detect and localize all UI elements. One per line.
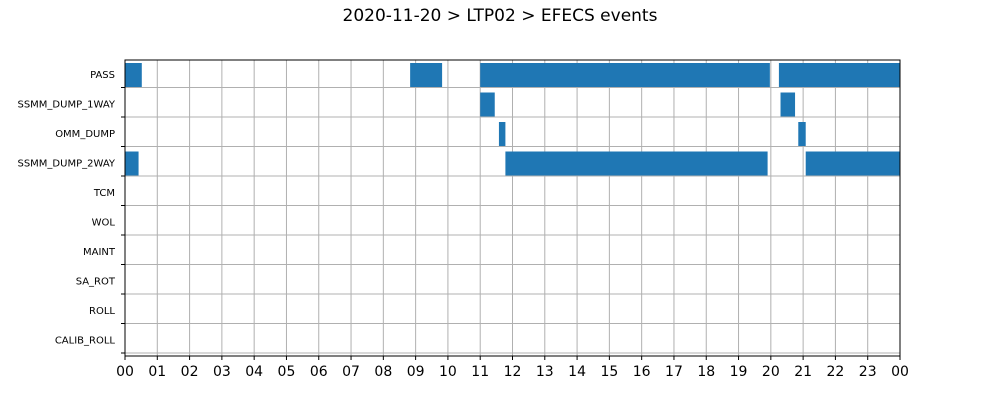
x-tick-label: 00: [116, 364, 134, 380]
x-tick-label: 09: [407, 364, 425, 380]
event-bar: [410, 63, 443, 87]
y-tick-label: MAINT: [83, 247, 116, 258]
event-bar: [505, 151, 768, 176]
y-tick-label: SA_ROT: [76, 277, 116, 288]
tick-layer: 00 01 02 03 04 05 06 07 08 09 10 11 12 13 14 15 16 17 18 19…: [17, 70, 908, 380]
x-tick-label: 06: [310, 364, 328, 380]
y-tick-label: CALIB_ROLL: [55, 336, 116, 347]
x-tick-label: 17: [665, 364, 683, 380]
event-bar: [125, 63, 142, 87]
x-tick-label: 21: [794, 364, 812, 380]
event-bar: [480, 92, 495, 117]
x-tick-label: 10: [439, 364, 457, 380]
x-tick-label: 19: [730, 364, 748, 380]
x-tick-label: 08: [374, 364, 392, 380]
y-tick-label: WOL: [92, 218, 116, 229]
event-bar: [780, 92, 796, 117]
x-tick-label: 15: [600, 364, 618, 380]
event-bar: [498, 122, 506, 146]
x-tick-label: 23: [859, 364, 877, 380]
x-tick-label: 16: [633, 364, 651, 380]
event-bars: [125, 63, 900, 176]
event-bar: [125, 151, 139, 176]
y-tick-label: ROLL: [89, 306, 115, 317]
event-bar: [480, 63, 770, 87]
y-tick-label: SSMM_DUMP_1WAY: [17, 100, 115, 111]
x-tick-label: 12: [504, 364, 522, 380]
x-tick-label: 05: [278, 364, 296, 380]
event-bar: [778, 63, 900, 87]
event-bar: [798, 122, 806, 146]
x-tick-label: 11: [471, 364, 489, 380]
x-tick-label: 00: [891, 364, 909, 380]
x-tick-label: 04: [245, 364, 263, 380]
x-tick-label: 22: [827, 364, 845, 380]
x-tick-label: 03: [213, 364, 231, 380]
grid-layer: [124, 60, 901, 356]
chart-title: 2020-11-20 > LTP02 > EFECS events: [342, 6, 658, 26]
y-tick-label: PASS: [90, 70, 115, 81]
x-tick-label: 20: [762, 364, 780, 380]
y-tick-label: OMM_DUMP: [55, 129, 115, 140]
y-tick-label: TCM: [93, 188, 115, 199]
x-tick-label: 13: [536, 364, 554, 380]
y-tick-label: SSMM_DUMP_2WAY: [17, 159, 115, 170]
x-tick-label: 07: [342, 364, 360, 380]
x-tick-label: 18: [697, 364, 715, 380]
x-tick-label: 02: [181, 364, 199, 380]
x-tick-label: 01: [148, 364, 166, 380]
event-bar: [805, 151, 900, 176]
x-tick-label: 14: [568, 364, 586, 380]
